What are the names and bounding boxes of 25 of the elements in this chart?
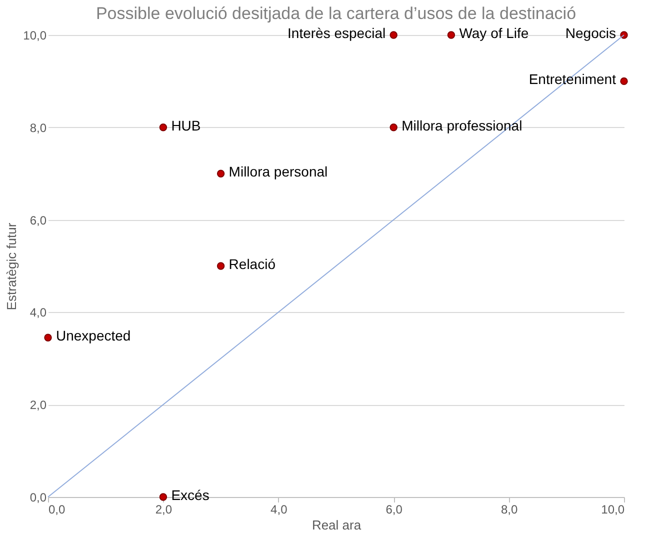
annotation: Excés [171, 487, 210, 503]
annotation: Entreteniment [528, 71, 616, 88]
y-tick-label: 2,0 [30, 398, 47, 412]
y-tick-label: 8,0 [30, 120, 47, 135]
annotation: Negocis [565, 25, 616, 41]
annotation: Millora professional [402, 117, 522, 134]
y-axis-title: Estratègic futur [4, 222, 20, 310]
x-tick-label: 4,0 [270, 502, 288, 516]
x-tick-label: 0,0 [48, 502, 66, 516]
y-tick-label: 10,0 [23, 28, 47, 42]
x-tick-label: 6,0 [386, 502, 403, 516]
x-tick-label: 8,0 [500, 502, 518, 516]
x-axis-title: Real ara [312, 518, 362, 532]
y-tick-label: 0,0 [30, 490, 47, 504]
annotation: Millora personal [228, 164, 328, 180]
annotation: Unexpected [56, 328, 131, 344]
annotation: Relació [228, 256, 276, 272]
chart-title: Possible evolució desitjada de la cartera d’usos de la destinació [96, 4, 576, 23]
x-tick-label: 2,0 [155, 502, 172, 516]
annotation: Way of Life [459, 25, 529, 41]
y-tick-label: 4,0 [30, 306, 47, 320]
annotation: HUB [171, 117, 201, 134]
x-tick-label: 10,0 [601, 502, 625, 516]
y-tick-label: 6,0 [30, 213, 47, 228]
annotation: Interès especial [288, 25, 386, 41]
